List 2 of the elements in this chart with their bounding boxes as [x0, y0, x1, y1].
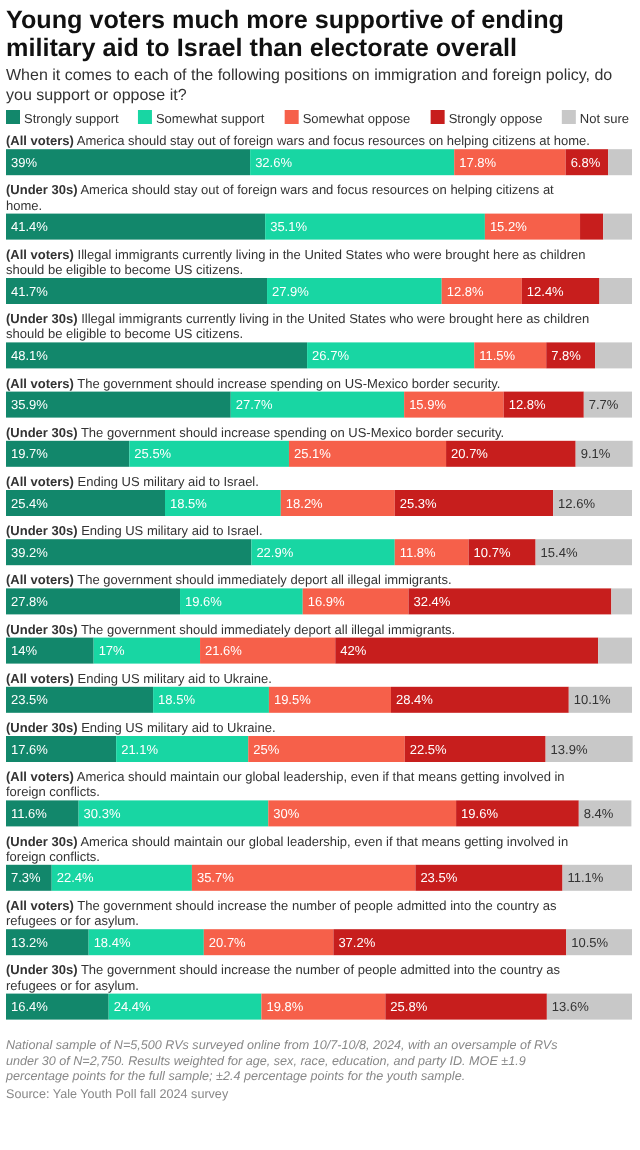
chart-title: Young voters much more supportive of ending military aid to Israel than electorate overall	[6, 6, 564, 62]
chart-subtitle: When it comes to each of the following positions on immigration and foreign policy, do you support or oppose it?	[6, 66, 614, 104]
